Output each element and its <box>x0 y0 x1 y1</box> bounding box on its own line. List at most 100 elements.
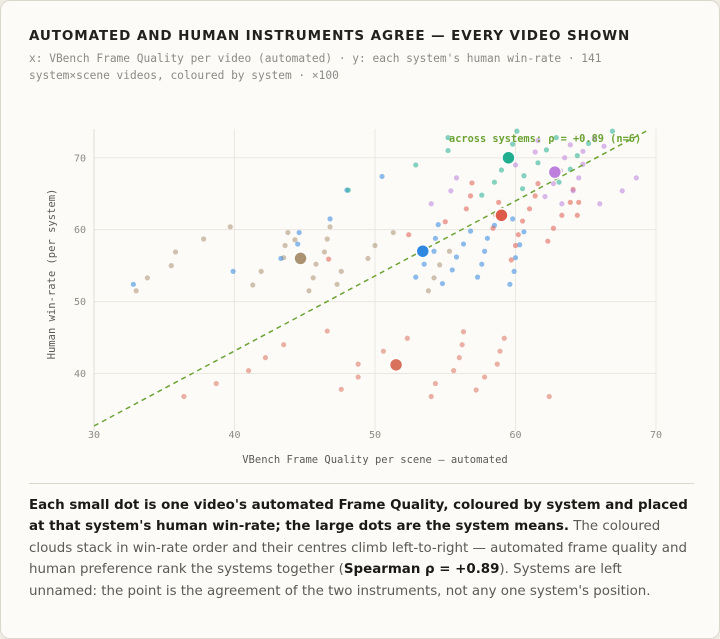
video-point <box>574 153 580 159</box>
video-point <box>213 380 219 387</box>
system-mean-point <box>494 208 509 223</box>
video-point <box>479 192 485 198</box>
video-point <box>262 355 269 361</box>
video-point <box>585 140 592 146</box>
fit-line-group: across systems: ρ = +0.89 (n=6) <box>93 130 647 427</box>
video-point <box>546 393 552 400</box>
system-mean-point <box>547 164 563 180</box>
video-point <box>181 393 187 400</box>
video-point <box>372 242 378 249</box>
video-point <box>380 348 387 354</box>
video-point <box>406 232 412 238</box>
video-point <box>413 274 419 280</box>
video-point <box>326 256 332 262</box>
chart-caption: Each small dot is one video's automated … <box>29 495 693 602</box>
video-point <box>282 242 288 249</box>
video-point <box>258 268 264 274</box>
x-tick-label: 30 <box>88 430 100 441</box>
video-point <box>473 387 479 393</box>
video-point <box>510 216 516 222</box>
video-point <box>355 361 361 367</box>
video-point <box>550 181 557 187</box>
video-point <box>250 282 256 288</box>
video-point <box>404 335 410 341</box>
axes: 30 40 50 60 70 40 50 60 70 <box>74 129 662 441</box>
system-mean-point <box>388 357 404 373</box>
y-tick-label: 70 <box>74 153 86 164</box>
video-point <box>456 355 462 361</box>
video-point <box>576 199 582 205</box>
video-point <box>567 142 573 148</box>
video-point <box>514 128 520 134</box>
video-point <box>535 137 541 144</box>
video-point <box>570 188 576 194</box>
x-tick-label: 60 <box>509 430 521 441</box>
video-point <box>556 179 562 185</box>
video-point <box>278 255 284 262</box>
video-point <box>421 261 427 267</box>
video-point <box>498 167 505 173</box>
video-point <box>310 275 316 281</box>
video-point <box>519 218 526 224</box>
video-point <box>245 368 252 374</box>
video-point <box>296 229 302 236</box>
video-point <box>469 180 475 186</box>
video-point <box>597 201 603 207</box>
video-point <box>512 242 519 249</box>
video-point <box>591 135 597 141</box>
video-point <box>324 328 330 334</box>
video-point <box>553 135 559 141</box>
x-tick-label: 70 <box>650 430 662 441</box>
caption-stat: Spearman ρ = +0.89 <box>343 562 500 578</box>
x-axis-label: VBench Frame Quality per scene — automat… <box>242 454 508 466</box>
video-point <box>609 128 616 134</box>
scatter-plot: 30 40 50 60 70 40 50 60 70 across systems: ρ = +… <box>46 128 662 466</box>
video-point <box>532 149 538 155</box>
video-point <box>467 193 474 199</box>
video-point <box>510 141 516 147</box>
video-point <box>285 229 291 236</box>
video-point <box>281 342 287 348</box>
video-point <box>437 262 443 268</box>
video-point <box>451 368 457 374</box>
video-point <box>512 255 519 261</box>
video-point <box>512 162 519 168</box>
video-point <box>446 248 453 254</box>
video-point <box>448 188 454 194</box>
video-point <box>144 275 150 281</box>
video-point <box>431 275 437 281</box>
video-point <box>497 348 503 354</box>
video-point <box>463 206 469 212</box>
video-point <box>292 237 298 243</box>
grid-lines <box>93 129 657 431</box>
system-mean-point <box>293 251 308 266</box>
video-point <box>535 160 541 166</box>
video-points <box>130 128 639 400</box>
video-point <box>453 254 460 260</box>
video-point <box>580 148 586 154</box>
video-point <box>543 147 550 153</box>
video-point <box>445 135 451 141</box>
video-point <box>507 281 513 287</box>
video-point <box>501 335 507 341</box>
video-point <box>431 248 437 254</box>
video-point <box>559 201 565 207</box>
video-point <box>526 206 533 212</box>
video-point <box>494 361 500 367</box>
video-point <box>535 181 541 187</box>
chart-subtitle: x: VBench Frame Quality per video (autom… <box>29 52 602 82</box>
video-point <box>459 342 465 348</box>
video-point <box>491 179 498 185</box>
chart-title: AUTOMATED AND HUMAN INSTRUMENTS AGREE — … <box>29 28 631 44</box>
video-point <box>619 188 625 194</box>
video-point <box>467 228 474 234</box>
video-point <box>338 268 344 274</box>
video-point <box>545 238 551 244</box>
video-point <box>460 241 467 247</box>
y-tick-label: 40 <box>74 369 86 380</box>
video-point <box>435 222 441 228</box>
video-point <box>517 242 523 248</box>
video-point <box>327 216 333 222</box>
video-point <box>334 281 340 287</box>
